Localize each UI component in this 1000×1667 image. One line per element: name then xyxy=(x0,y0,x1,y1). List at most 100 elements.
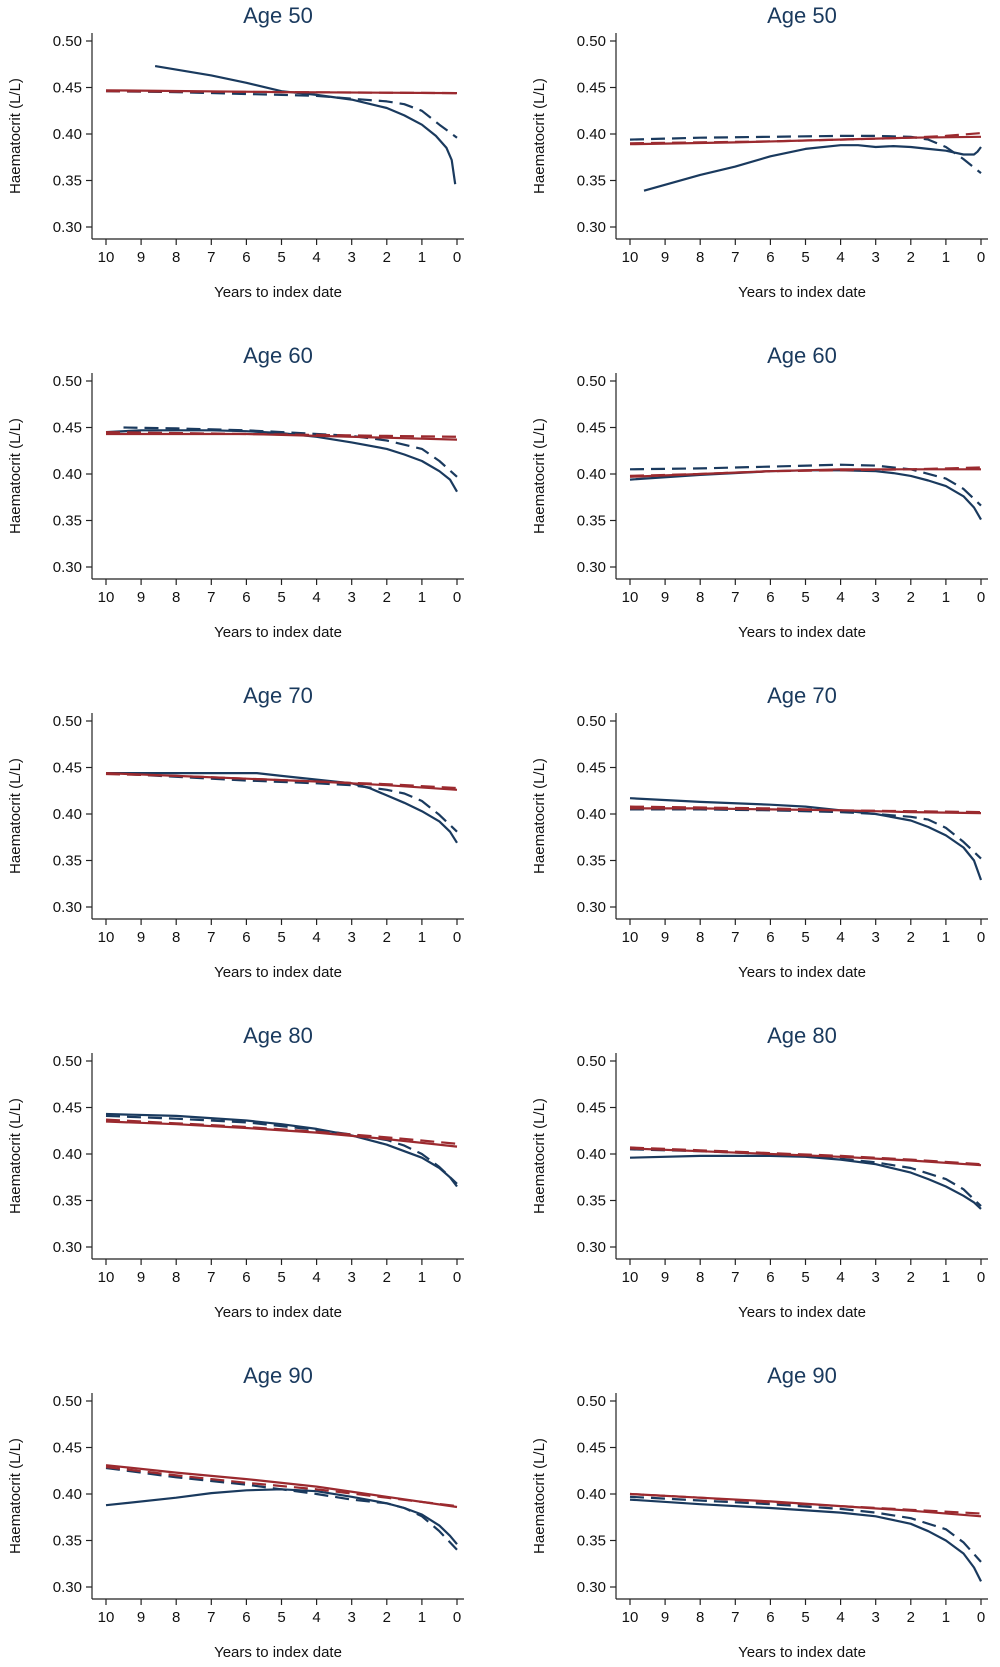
chart-2-y-tick-label: 0.45 xyxy=(577,80,606,97)
chart-1-x-tick-label: 9 xyxy=(137,249,145,266)
chart-3-y-tick-label: 0.45 xyxy=(53,420,82,437)
chart-7-y-tick-label: 0.35 xyxy=(53,1193,82,1210)
chart-7-y-tick-label: 0.40 xyxy=(53,1146,82,1163)
chart-6-x-tick-label: 3 xyxy=(872,929,880,946)
chart-5-x-tick-label: 4 xyxy=(312,929,320,946)
chart-6-x-tick-label: 10 xyxy=(622,929,639,946)
chart-7-y-tick-label: 0.50 xyxy=(53,1053,82,1070)
chart-3-x-tick-label: 4 xyxy=(312,589,320,606)
chart-2-x-tick-label: 3 xyxy=(872,249,880,266)
chart-9-x-tick-label: 8 xyxy=(172,1609,180,1626)
chart-9-y-axis-title: Haematocrit (L/L) xyxy=(7,1438,24,1554)
chart-6-red-dashed-line xyxy=(629,805,982,814)
chart-6-x-tick-label: 6 xyxy=(766,929,774,946)
chart-2-y-axis-title: Haematocrit (L/L) xyxy=(531,78,548,194)
chart-4-x-tick-label: 7 xyxy=(731,589,739,606)
chart-8-y-tick-label: 0.40 xyxy=(577,1146,606,1163)
chart-1-x-axis-title: Years to index date xyxy=(214,284,342,301)
chart-1-y-tick-label: 0.45 xyxy=(53,80,82,97)
chart-8-x-tick-label: 5 xyxy=(801,1269,809,1286)
chart-8-y-tick-label: 0.30 xyxy=(577,1239,606,1256)
chart-3-red-dashed-line xyxy=(105,431,458,438)
chart-10-x-tick-label: 10 xyxy=(622,1609,639,1626)
chart-6-y-tick-label: 0.35 xyxy=(577,853,606,870)
chart-1-x-tick-label: 4 xyxy=(312,249,320,266)
chart-10-x-tick-label: 7 xyxy=(731,1609,739,1626)
chart-5-x-tick-label: 7 xyxy=(207,929,215,946)
chart-10-x-tick-label: 2 xyxy=(907,1609,915,1626)
chart-3-x-axis-title: Years to index date xyxy=(214,624,342,641)
chart-4-y-tick-label: 0.30 xyxy=(577,559,606,576)
chart-1-blue-dashed-line xyxy=(105,90,458,139)
chart-6-x-axis-title: Years to index date xyxy=(738,964,866,981)
chart-1-y-tick-label: 0.30 xyxy=(53,219,82,236)
chart-8-x-tick-label: 10 xyxy=(622,1269,639,1286)
chart-2-x-axis-title: Years to index date xyxy=(738,284,866,301)
chart-3-x-tick-label: 8 xyxy=(172,589,180,606)
chart-4-x-tick-label: 1 xyxy=(942,589,950,606)
chart-10-y-tick-label: 0.35 xyxy=(577,1533,606,1550)
chart-8-blue-solid-line xyxy=(629,1154,982,1210)
chart-3-blue-dashed-line xyxy=(123,426,458,478)
chart-6-x-tick-label: 1 xyxy=(942,929,950,946)
chart-4-y-axis-title: Haematocrit (L/L) xyxy=(531,418,548,534)
chart-7-x-tick-label: 8 xyxy=(172,1269,180,1286)
chart-9-x-tick-label: 6 xyxy=(242,1609,250,1626)
chart-4-x-tick-label: 3 xyxy=(872,589,880,606)
chart-6-blue-solid-line xyxy=(629,797,983,881)
chart-4-x-tick-label: 8 xyxy=(696,589,704,606)
chart-6-y-tick-label: 0.50 xyxy=(577,713,606,730)
chart-10-blue-dashed-line xyxy=(629,1495,982,1563)
chart-1-x-tick-label: 2 xyxy=(383,249,391,266)
chart-10-y-tick-label: 0.40 xyxy=(577,1486,606,1503)
chart-7-red-dashed-line xyxy=(105,1118,458,1145)
chart-2-y-tick-label: 0.30 xyxy=(577,219,606,236)
chart-9-y-tick-label: 0.30 xyxy=(53,1579,82,1596)
chart-5-x-tick-label: 8 xyxy=(172,929,180,946)
chart-8-y-axis-title: Haematocrit (L/L) xyxy=(531,1098,548,1214)
chart-9-x-tick-label: 7 xyxy=(207,1609,215,1626)
chart-5-title: Age 70 xyxy=(243,683,313,708)
chart-3-x-tick-label: 10 xyxy=(98,589,115,606)
chart-10-x-tick-label: 4 xyxy=(836,1609,844,1626)
chart-6-x-tick-label: 7 xyxy=(731,929,739,946)
chart-7-title: Age 80 xyxy=(243,1023,313,1048)
chart-6-x-tick-label: 5 xyxy=(801,929,809,946)
chart-4-x-tick-label: 6 xyxy=(766,589,774,606)
chart-3-y-tick-label: 0.40 xyxy=(53,466,82,483)
chart-2-red-dashed-line xyxy=(629,132,982,145)
chart-5-x-tick-label: 5 xyxy=(277,929,285,946)
chart-4-y-tick-label: 0.40 xyxy=(577,466,606,483)
chart-2-x-tick-label: 5 xyxy=(801,249,809,266)
chart-4-red-dashed-line xyxy=(629,466,982,477)
chart-10-title: Age 90 xyxy=(767,1363,837,1388)
chart-2-x-tick-label: 7 xyxy=(731,249,739,266)
chart-8-x-axis-title: Years to index date xyxy=(738,1304,866,1321)
chart-8-x-tick-label: 7 xyxy=(731,1269,739,1286)
chart-8-x-tick-label: 8 xyxy=(696,1269,704,1286)
chart-6-y-tick-label: 0.40 xyxy=(577,806,606,823)
chart-6-y-tick-label: 0.30 xyxy=(577,899,606,916)
chart-10-x-tick-label: 6 xyxy=(766,1609,774,1626)
chart-10-x-axis-title: Years to index date xyxy=(738,1644,866,1661)
chart-2-x-tick-label: 0 xyxy=(977,249,985,266)
chart-8-x-tick-label: 9 xyxy=(661,1269,669,1286)
chart-10-x-tick-label: 8 xyxy=(696,1609,704,1626)
chart-8-x-tick-label: 0 xyxy=(977,1269,985,1286)
chart-4-x-tick-label: 4 xyxy=(836,589,844,606)
chart-3-x-tick-label: 3 xyxy=(348,589,356,606)
chart-3-y-axis-title: Haematocrit (L/L) xyxy=(7,418,24,534)
chart-9-x-tick-label: 4 xyxy=(312,1609,320,1626)
chart-2-x-tick-label: 6 xyxy=(766,249,774,266)
chart-5-y-tick-label: 0.50 xyxy=(53,713,82,730)
chart-5-x-tick-label: 0 xyxy=(453,929,461,946)
chart-3-y-tick-label: 0.30 xyxy=(53,559,82,576)
